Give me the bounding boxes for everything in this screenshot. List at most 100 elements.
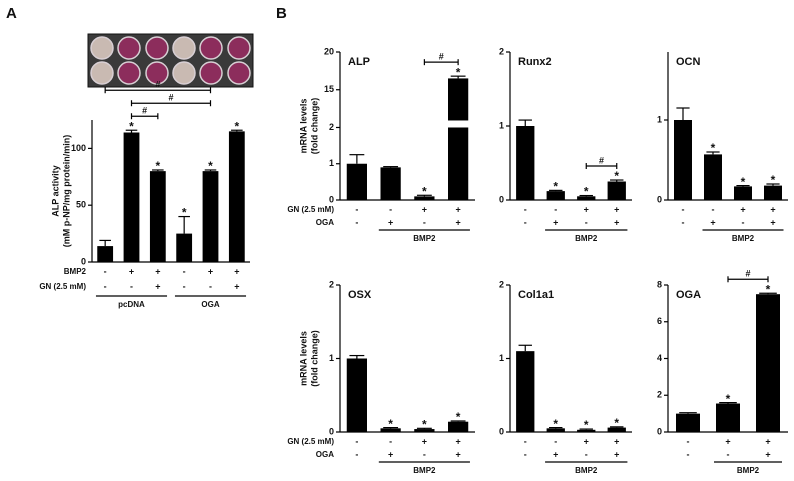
group-label: BMP2: [413, 466, 436, 475]
chart-title: Col1a1: [518, 289, 554, 301]
condition-sign: -: [183, 281, 186, 291]
group-label: BMP2: [575, 466, 598, 475]
condition-sign: +: [455, 449, 460, 459]
y-tick-label: 1: [657, 114, 662, 124]
y-tick-label: 0: [329, 194, 334, 204]
bar: [704, 154, 722, 200]
condition-sign: -: [687, 449, 690, 459]
condition-sign: -: [585, 449, 588, 459]
bar: [577, 429, 596, 432]
condition-sign: +: [129, 266, 134, 276]
condition-sign: +: [208, 266, 213, 276]
condition-label: GN (2.5 mM): [287, 437, 334, 446]
bar: [414, 196, 435, 200]
condition-sign: +: [765, 436, 770, 446]
y-tick-label: 100: [71, 143, 86, 153]
condition-sign: +: [388, 449, 393, 459]
condition-sign: -: [183, 266, 186, 276]
condition-sign: -: [104, 281, 107, 291]
condition-sign: -: [355, 436, 358, 446]
condition-sign: -: [585, 217, 588, 227]
condition-sign: -: [355, 204, 358, 214]
significance: *: [726, 392, 731, 406]
y-tick-label: 4: [657, 353, 662, 363]
y-axis-label: mRNA levels: [298, 331, 308, 386]
condition-sign: +: [455, 436, 460, 446]
condition-sign: +: [422, 436, 427, 446]
chart-title: OSX: [348, 289, 372, 301]
bar: [546, 191, 565, 200]
bar: [414, 429, 435, 432]
y-tick-label: 0: [329, 426, 334, 436]
y-tick-label: 0: [81, 256, 86, 266]
bar: [716, 403, 740, 432]
condition-sign: -: [682, 204, 685, 214]
chart-title: Runx2: [518, 56, 552, 68]
group-label: BMP2: [732, 234, 755, 243]
significance: *: [234, 119, 239, 133]
bar: [202, 171, 219, 262]
significance: *: [553, 180, 558, 194]
bar: [516, 126, 535, 200]
chart-title: ALP: [348, 56, 370, 68]
y-axis-label: mRNA levels: [298, 99, 308, 154]
significance: *: [422, 184, 427, 198]
group-label: OGA: [201, 300, 219, 309]
condition-sign: +: [740, 204, 745, 214]
panel-label: B: [276, 5, 287, 22]
condition-label: GN (2.5 mM): [287, 205, 334, 214]
condition-sign: +: [234, 281, 239, 291]
bar: [577, 196, 596, 200]
condition-sign: +: [155, 281, 160, 291]
bar: [607, 427, 626, 432]
bar: [448, 78, 469, 200]
bar: [756, 294, 780, 432]
condition-sign: -: [554, 204, 557, 214]
bar: [546, 428, 565, 432]
condition-sign: -: [524, 217, 527, 227]
condition-sign: -: [355, 449, 358, 459]
bracket-label: #: [168, 93, 173, 103]
condition-sign: +: [614, 217, 619, 227]
y-tick-label: 1: [329, 158, 334, 168]
significance: *: [614, 169, 619, 183]
y-tick-label: 8: [657, 279, 662, 289]
condition-sign: -: [389, 204, 392, 214]
significance: *: [129, 119, 134, 133]
condition-sign: +: [455, 217, 460, 227]
bar: [97, 246, 114, 262]
condition-sign: -: [423, 217, 426, 227]
condition-sign: -: [423, 449, 426, 459]
condition-sign: -: [682, 217, 685, 227]
condition-sign: +: [584, 204, 589, 214]
significance: *: [771, 173, 776, 187]
y-tick-label: 50: [76, 200, 86, 210]
condition-sign: +: [614, 204, 619, 214]
condition-label: OGA: [316, 450, 334, 459]
group-label: pcDNA: [118, 300, 145, 309]
chart-title: OGA: [676, 289, 701, 301]
condition-sign: +: [455, 204, 460, 214]
condition-sign: +: [770, 217, 775, 227]
condition-sign: +: [614, 449, 619, 459]
condition-label: BMP2: [64, 267, 87, 276]
condition-sign: -: [712, 204, 715, 214]
y-tick-label: 6: [657, 316, 662, 326]
bar: [176, 233, 193, 262]
significance: *: [182, 206, 187, 220]
bracket-label: #: [439, 52, 444, 62]
condition-label: OGA: [316, 218, 334, 227]
y-tick-label: 20: [324, 46, 334, 56]
bar: [516, 351, 535, 432]
bar: [448, 421, 469, 432]
y-tick-label: 2: [499, 279, 504, 289]
bar: [764, 185, 782, 200]
group-label: BMP2: [737, 466, 760, 475]
y-tick-label: 0: [657, 426, 662, 436]
y-axis-label: (mM p-NP/mg protein/min): [61, 135, 71, 248]
condition-sign: +: [388, 217, 393, 227]
significance: *: [456, 410, 461, 424]
chart-title: OCN: [676, 56, 701, 68]
condition-sign: -: [355, 217, 358, 227]
